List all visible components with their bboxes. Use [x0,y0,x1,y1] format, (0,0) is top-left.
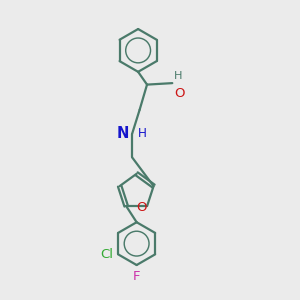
Text: H: H [174,71,183,81]
Text: Cl: Cl [100,248,114,261]
Text: O: O [136,201,146,214]
Text: F: F [133,270,140,284]
Text: H: H [137,127,146,140]
Text: N: N [116,126,129,141]
Text: O: O [174,87,185,100]
